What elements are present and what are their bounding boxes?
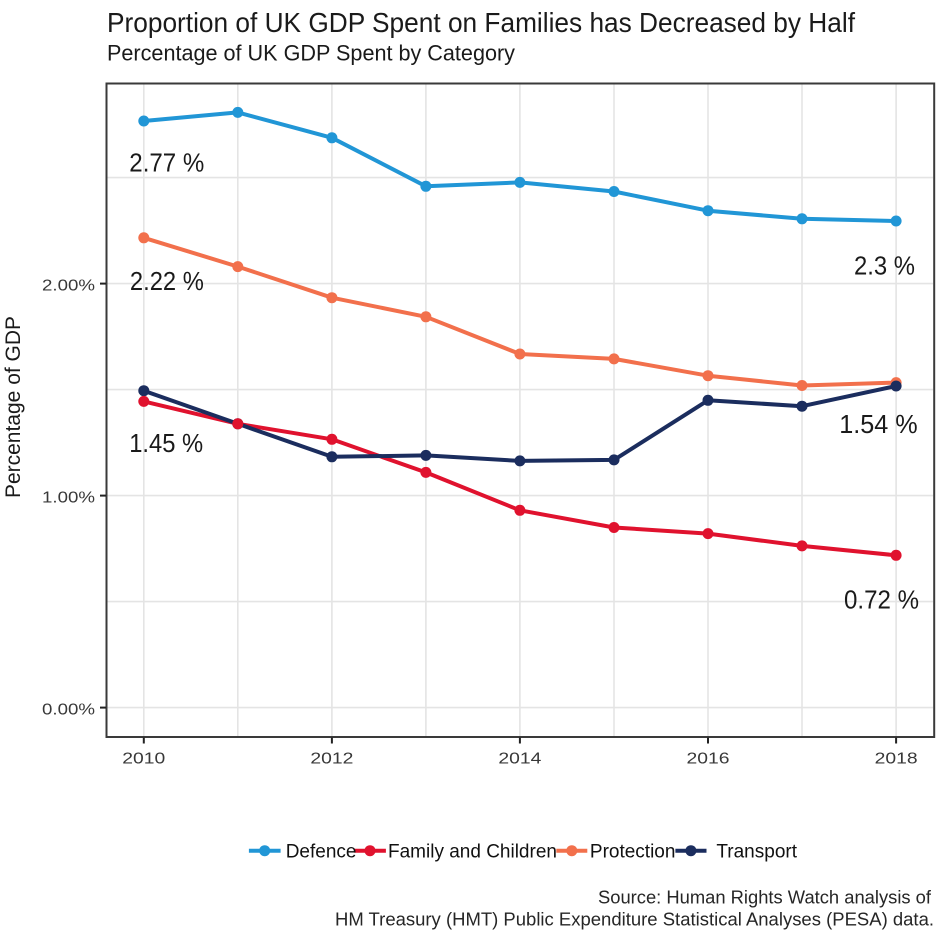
svg-text:2018: 2018 [875, 751, 918, 768]
svg-text:2010: 2010 [122, 751, 165, 768]
svg-text:2.22 %: 2.22 % [130, 266, 204, 296]
svg-text:0.00%: 0.00% [42, 701, 95, 718]
svg-text:Proportion of UK GDP Spent on: Proportion of UK GDP Spent on Families h… [107, 7, 855, 38]
svg-text:1.45 %: 1.45 % [129, 428, 203, 458]
svg-text:Percentage of UK GDP Spent by: Percentage of UK GDP Spent by Category [107, 41, 515, 66]
svg-text:2.77 %: 2.77 % [129, 148, 204, 178]
svg-text:Protection: Protection [590, 842, 676, 863]
svg-text:2.3 %: 2.3 % [854, 250, 915, 280]
svg-text:2014: 2014 [498, 751, 541, 768]
svg-text:2.00%: 2.00% [42, 277, 95, 294]
svg-text:Percentage of GDP: Percentage of GDP [2, 316, 25, 498]
svg-text:Transport: Transport [716, 842, 797, 863]
svg-text:1.54 %: 1.54 % [839, 409, 918, 439]
svg-text:Family and Children: Family and Children [388, 842, 557, 863]
svg-text:HM Treasury (HMT) Public Expen: HM Treasury (HMT) Public Expenditure Sta… [335, 910, 934, 930]
svg-text:Defence: Defence [286, 842, 357, 863]
svg-text:2016: 2016 [687, 751, 730, 768]
svg-text:0.72 %: 0.72 % [844, 585, 919, 615]
svg-text:Source: Human Rights Watch ana: Source: Human Rights Watch analysis of [598, 888, 932, 908]
svg-text:1.00%: 1.00% [42, 489, 95, 506]
svg-text:2012: 2012 [310, 751, 353, 768]
